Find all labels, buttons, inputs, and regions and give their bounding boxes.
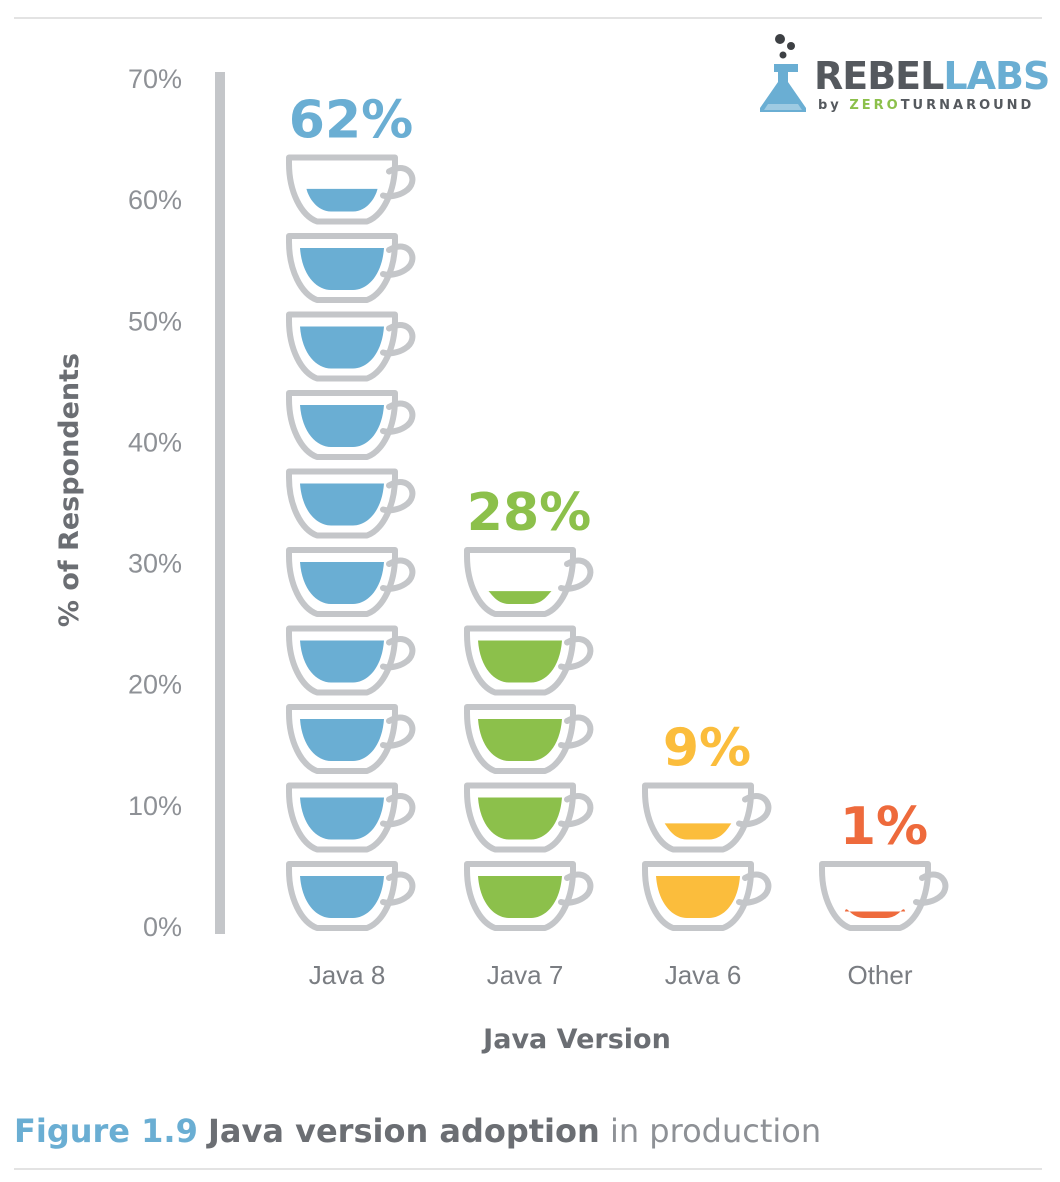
cup-marks [286, 154, 949, 931]
cup-mark [286, 782, 416, 853]
x-category-label: Java 8 [309, 960, 386, 990]
cup-mark [464, 861, 594, 931]
y-axis-line [215, 72, 225, 934]
y-tick-label: 40% [128, 427, 182, 457]
cup-mark [464, 782, 594, 853]
flask-icon [760, 34, 806, 112]
bottom-divider [14, 1168, 1042, 1170]
figure-caption: Figure 1.9 Java version adoption in prod… [14, 1112, 821, 1150]
y-tick-label: 20% [128, 670, 182, 700]
figure-title-rest: in production [599, 1112, 822, 1150]
x-axis-title: Java Version [481, 1024, 671, 1055]
cup-mark [286, 390, 416, 460]
cup-mark [286, 154, 416, 225]
cup-mark [286, 233, 416, 303]
cup-mark [286, 311, 416, 382]
cup-mark [286, 468, 416, 539]
top-divider [14, 17, 1042, 19]
figure-number: Figure 1.9 [14, 1112, 198, 1150]
cup-mark [642, 782, 772, 853]
logo-zero-text: ZERO [849, 98, 901, 113]
cup-mark [286, 704, 416, 774]
y-tick-label: 70% [128, 64, 182, 94]
category-labels: Java 8 Java 7 Java 6 Other [309, 960, 913, 990]
cup-mark [286, 547, 416, 617]
data-labels: 62% 28% 9% 1% [289, 91, 928, 858]
logo-by-text: by [818, 98, 842, 113]
logo-tagline: by ZEROTURNAROUND [818, 98, 1034, 113]
cup-mark [286, 625, 416, 696]
y-axis-title: % of Respondents [54, 353, 85, 627]
logo-rebel-text: REBEL [814, 54, 944, 98]
y-tick-label: 60% [128, 185, 182, 215]
cup-mark [464, 625, 594, 696]
data-label: 9% [663, 719, 751, 779]
cup-mark [642, 861, 772, 931]
cup-mark [286, 861, 416, 931]
logo-turnaround-text: TURNAROUND [900, 98, 1035, 113]
logo-wordmark: REBELLABS [814, 54, 1050, 98]
logo-labs-text: LABS [943, 54, 1050, 98]
y-tick-label: 50% [128, 306, 182, 336]
y-tick-label: 10% [128, 791, 182, 821]
rebellabs-logo: REBELLABS by ZEROTURNAROUND [754, 34, 1050, 118]
data-label: 1% [840, 797, 928, 857]
x-category-label: Java 6 [665, 960, 742, 990]
x-category-label: Other [847, 960, 912, 990]
data-label: 62% [289, 91, 413, 151]
y-tick-label: 0% [143, 912, 182, 942]
data-label: 28% [467, 483, 591, 543]
cup-mark [464, 547, 594, 617]
cup-mark [819, 861, 949, 931]
figure-title: Java version adoption [208, 1112, 600, 1150]
y-axis-ticks: 0% 10% 20% 30% 40% 50% 60% 70% [128, 64, 182, 942]
y-tick-label: 30% [128, 549, 182, 579]
chart: 0% 10% 20% 30% 40% 50% 60% 70% % of Respondents… [54, 64, 949, 1055]
cup-mark [464, 704, 594, 774]
x-category-label: Java 7 [487, 960, 564, 990]
